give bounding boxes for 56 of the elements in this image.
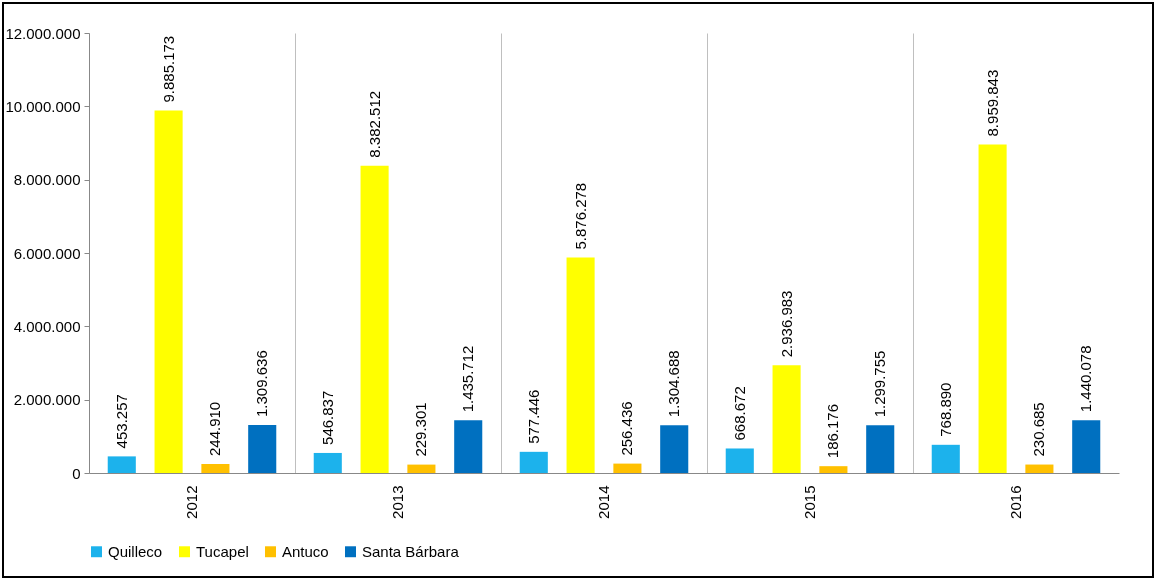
- bar: [360, 165, 389, 473]
- x-tick-label: 2014: [595, 485, 612, 519]
- x-tick-label: 2012: [183, 485, 200, 519]
- bar: [1072, 420, 1101, 473]
- data-label: 229.301: [412, 402, 430, 457]
- y-tick-label: 6.000.000: [13, 244, 81, 262]
- y-tick-label: 12.000.000: [5, 24, 81, 42]
- legend-label: Santa Bárbara: [362, 542, 460, 560]
- bar: [201, 464, 230, 473]
- bar: [725, 448, 754, 473]
- y-tick-label: 10.000.000: [5, 97, 81, 115]
- legend-label: Tucapel: [196, 542, 249, 560]
- bar: [613, 463, 642, 473]
- y-tick-label: 8.000.000: [13, 171, 81, 189]
- bar: [313, 452, 342, 473]
- bar: [660, 425, 689, 473]
- data-label: 2.936.983: [777, 290, 795, 358]
- x-tick-label: 2016: [1007, 485, 1024, 519]
- data-label: 9.885.173: [159, 35, 177, 103]
- data-label: 1.440.078: [1077, 345, 1095, 413]
- y-tick-label: 4.000.000: [13, 317, 81, 335]
- y-tick-label: 0: [72, 464, 81, 482]
- data-label: 768.890: [936, 382, 954, 437]
- legend-label: Quilleco: [108, 542, 163, 560]
- bar: [978, 144, 1007, 473]
- bar: [519, 451, 548, 473]
- data-label: 8.959.843: [983, 69, 1001, 137]
- bar: [154, 110, 183, 473]
- bar: [1025, 464, 1054, 473]
- data-label: 546.837: [318, 390, 336, 445]
- data-label: 230.685: [1030, 402, 1048, 457]
- data-label: 186.176: [824, 403, 842, 459]
- y-tick-label: 2.000.000: [13, 391, 81, 409]
- data-label: 668.672: [730, 386, 748, 441]
- data-label: 1.299.755: [871, 350, 889, 418]
- bar: [931, 444, 960, 473]
- bar: [407, 464, 436, 473]
- bar: [454, 420, 483, 473]
- data-label: 244.910: [206, 401, 224, 457]
- data-label: 1.309.636: [253, 350, 271, 417]
- data-label: 453.257: [112, 394, 130, 449]
- bar: [819, 466, 848, 473]
- bar: [866, 425, 895, 473]
- data-label: 1.435.712: [459, 345, 477, 413]
- bar: [566, 257, 595, 473]
- data-label: 5.876.278: [571, 182, 589, 250]
- data-label: 8.382.512: [365, 90, 383, 158]
- bar: [107, 456, 136, 473]
- x-tick-label: 2015: [801, 485, 818, 519]
- data-label: 577.446: [524, 389, 542, 444]
- bar: [248, 424, 277, 473]
- legend-label: Antuco: [282, 542, 329, 560]
- bar: [772, 365, 801, 473]
- x-tick-label: 2013: [389, 485, 406, 519]
- data-label: 256.436: [618, 401, 636, 456]
- data-label: 1.304.688: [665, 350, 683, 418]
